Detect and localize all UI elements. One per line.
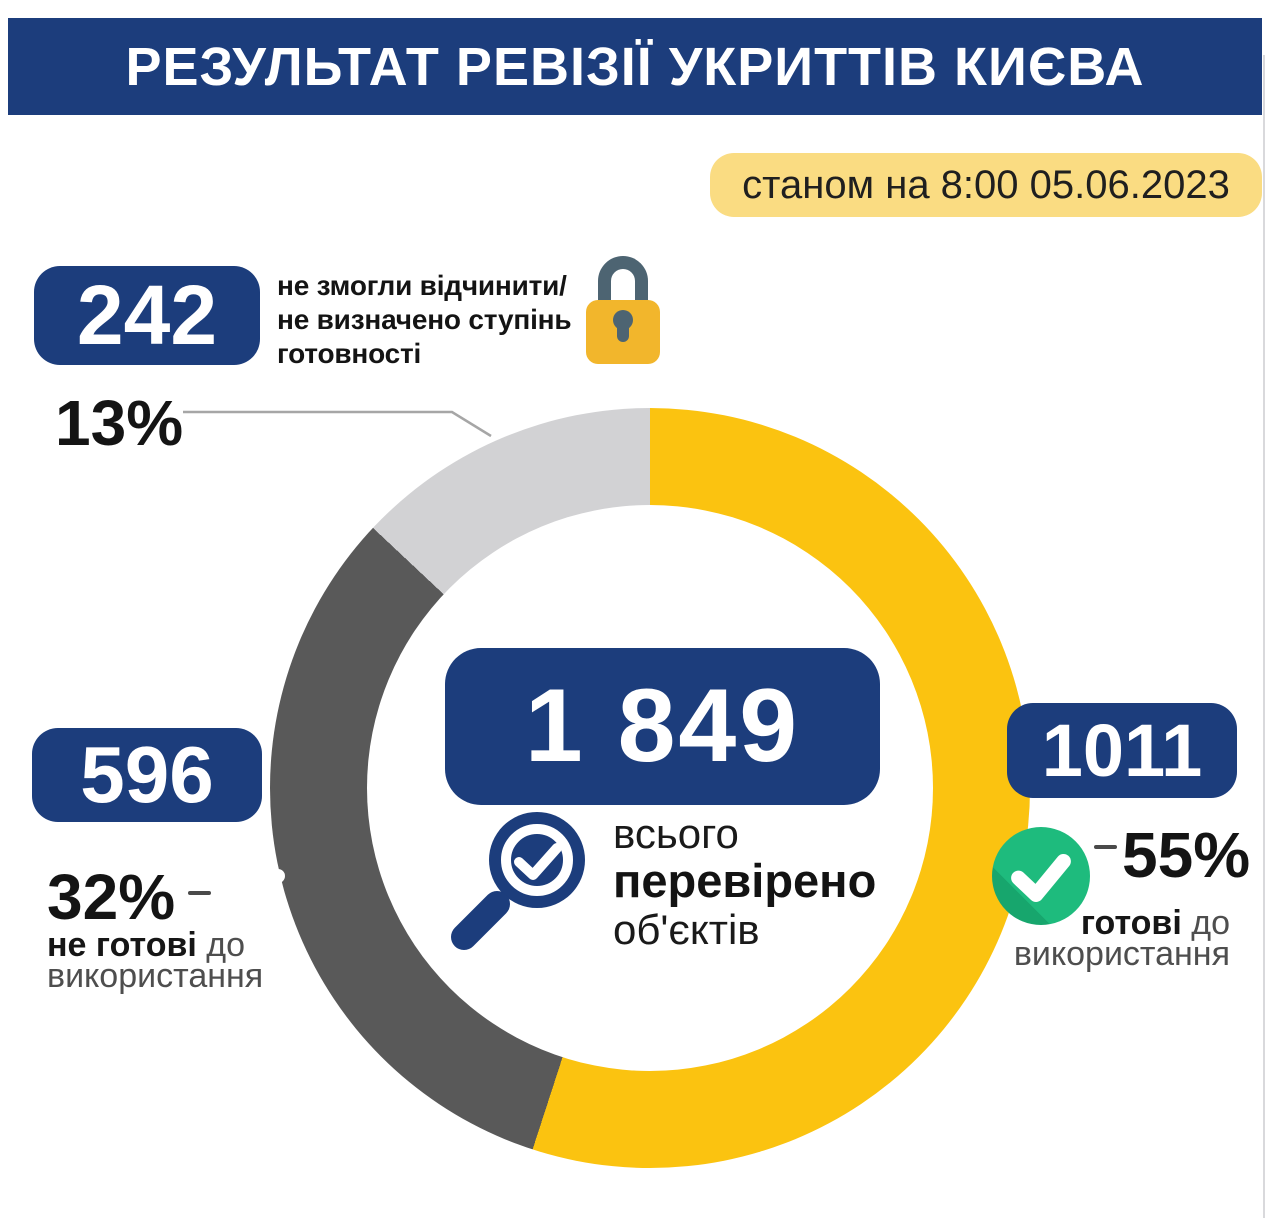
ready-label-line2: використання: [1013, 935, 1230, 973]
locked-label-line3: готовності: [277, 338, 422, 369]
timestamp-text: станом на 8:00 05.06.2023: [742, 162, 1230, 207]
right-edge-divider: [1263, 55, 1265, 1218]
total-count: 1 849: [524, 668, 801, 784]
lock-icon: [586, 256, 660, 364]
total-label: всього перевірено об'єктів: [613, 810, 877, 954]
not-ready-count: 596: [80, 730, 214, 819]
ready-label: готові до використання: [1013, 906, 1230, 973]
total-label-line1: всього: [613, 810, 739, 857]
locked-label: не змогли відчинити/ не визначено ступін…: [277, 269, 572, 371]
not-ready-label-bold: не готові: [47, 926, 197, 964]
magnifier-check-icon: [451, 812, 585, 950]
timestamp-badge: станом на 8:00 05.06.2023: [710, 153, 1262, 217]
ready-count: 1011: [1041, 709, 1203, 792]
total-label-line3: об'єктів: [613, 906, 760, 953]
locked-label-line2: не визначено ступінь: [277, 304, 572, 335]
locked-count: 242: [76, 268, 218, 362]
not-ready-label-line2: використання: [47, 957, 264, 995]
title-banner: РЕЗУЛЬТАТ РЕВІЗІЇ УКРИТТІВ КИЄВА: [8, 18, 1262, 115]
total-label-line2: перевірено: [613, 854, 877, 907]
locked-percent: 13%: [55, 387, 184, 459]
not-ready-percent: 32%: [47, 861, 176, 933]
locked-label-line1: не змогли відчинити/: [277, 270, 567, 301]
ready-dash: [1094, 845, 1117, 849]
locked-count-box: 242: [34, 266, 260, 365]
lock-keyhole-stem: [617, 322, 629, 342]
total-count-box: 1 849: [445, 648, 880, 805]
not-ready-count-box: 596: [32, 728, 262, 822]
ready-label-bold: готові: [1080, 904, 1182, 942]
lock-shackle: [598, 256, 648, 314]
not-ready-label-regular: до: [196, 926, 246, 964]
not-ready-dash: [188, 891, 211, 895]
cross-icon: [211, 843, 311, 943]
page-title: РЕЗУЛЬТАТ РЕВІЗІЇ УКРИТТІВ КИЄВА: [125, 36, 1145, 97]
ready-percent: 55%: [1122, 819, 1251, 891]
not-ready-label: не готові до використання: [47, 928, 264, 995]
check-icon: [992, 827, 1090, 925]
ready-label-regular: до: [1181, 904, 1230, 942]
ready-count-box: 1011: [1007, 703, 1237, 798]
